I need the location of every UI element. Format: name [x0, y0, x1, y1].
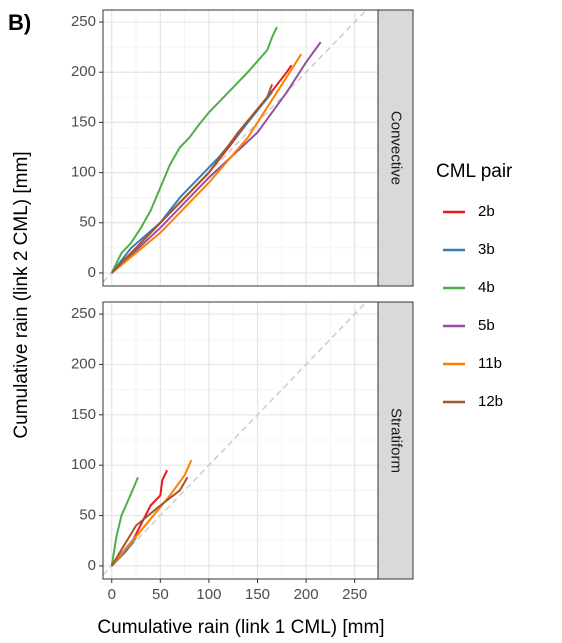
y-tick-label: 250: [71, 305, 96, 322]
identity-line: [102, 301, 367, 576]
data-line: [110, 476, 139, 567]
x-tick-label: 250: [342, 586, 367, 603]
x-tick-label: 200: [294, 586, 319, 603]
data-line: [111, 53, 303, 274]
legend-label: 5b: [478, 317, 495, 334]
data-line: [110, 83, 274, 274]
x-tick-label: 150: [245, 586, 270, 603]
y-tick-label: 0: [88, 264, 96, 281]
facet-label: Stratiform: [388, 408, 405, 473]
data-line: [110, 476, 189, 567]
x-tick-label: 50: [152, 586, 169, 603]
y-tick-label: 100: [71, 164, 96, 181]
y-tick-label: 100: [71, 456, 96, 473]
y-axis-label: Cumulative rain (link 2 CML) [mm]: [11, 151, 32, 438]
x-tick-label: 100: [196, 586, 221, 603]
legend-title: CML pair: [436, 161, 513, 182]
data-line: [111, 41, 322, 274]
legend-label: 2b: [478, 203, 495, 220]
y-tick-label: 50: [79, 507, 96, 524]
x-axis-label: Cumulative rain (link 1 CML) [mm]: [97, 617, 384, 638]
facet-strip: [377, 9, 414, 287]
facet-strip: [377, 301, 414, 580]
panel-label: B): [8, 10, 31, 35]
data-line: [110, 26, 278, 274]
facet-label: Convective: [388, 111, 405, 185]
y-tick-label: 150: [71, 406, 96, 423]
legend-label: 12b: [478, 393, 503, 410]
y-tick-label: 50: [79, 214, 96, 231]
panel-background: [103, 302, 378, 579]
data-line: [110, 459, 193, 567]
y-tick-label: 250: [71, 13, 96, 30]
y-tick-label: 0: [88, 557, 96, 574]
data-line: [110, 91, 273, 274]
legend-label: 3b: [478, 241, 495, 258]
y-tick-label: 200: [71, 355, 96, 372]
legend-label: 4b: [478, 279, 495, 296]
y-tick-label: 200: [71, 63, 96, 80]
x-tick-label: 0: [108, 586, 116, 603]
y-tick-label: 150: [71, 113, 96, 130]
legend-label: 11b: [478, 355, 502, 372]
